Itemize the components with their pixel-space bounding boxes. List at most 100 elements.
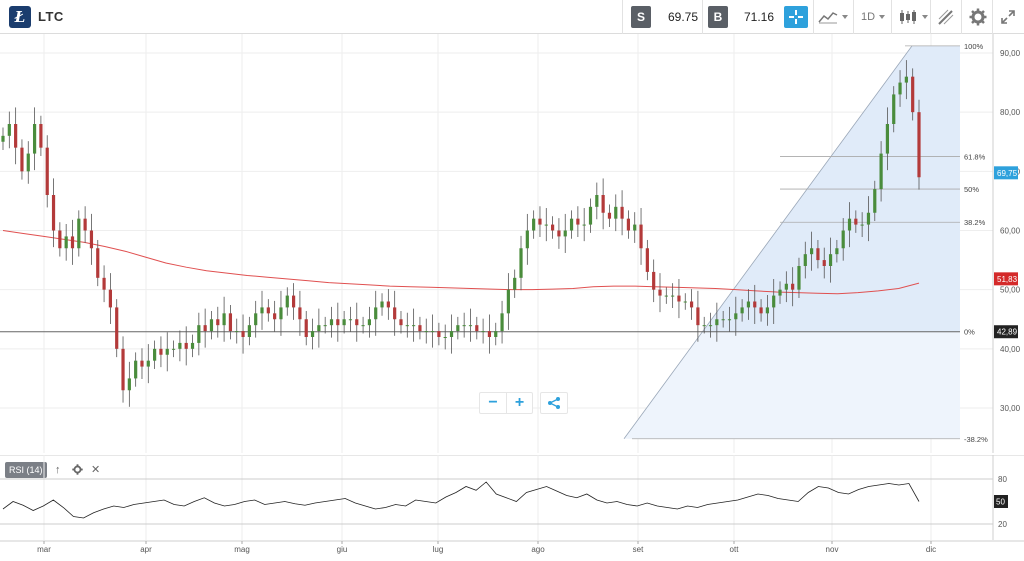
rsi-settings-button[interactable]: [72, 462, 83, 478]
candle-body: [645, 248, 649, 272]
candle-body: [45, 147, 49, 195]
candle-body: [424, 331, 428, 333]
zoom-out-button[interactable]: −: [488, 394, 498, 411]
candle-body: [323, 325, 327, 327]
sell-button[interactable]: S: [631, 6, 651, 28]
candle-body: [449, 331, 454, 337]
candle-body: [671, 295, 675, 297]
moving-average-line: [2, 230, 920, 295]
moving-average-tag-label: 51,83: [997, 275, 1018, 284]
buy-price[interactable]: 71.16: [743, 10, 774, 24]
drawing-tool-icon: [938, 9, 954, 25]
x-tick-label: dic: [926, 545, 936, 554]
candle-body: [102, 277, 106, 290]
candle-body: [241, 331, 245, 337]
candle-body: [26, 153, 30, 172]
toolbar-separator: [961, 0, 962, 34]
zoom-in-button[interactable]: +: [506, 393, 532, 413]
y-tick-label: 40,00: [1000, 345, 1021, 354]
candle-body: [816, 248, 820, 261]
candle-body: [355, 319, 359, 326]
candle-body: [418, 325, 422, 332]
candle-body: [216, 319, 220, 326]
litecoin-logo-icon: Ł: [9, 6, 31, 28]
candlestick-icon: [900, 10, 916, 24]
price-chart[interactable]: 100%61.8%50%38.2%0%-38.2% 90,0080,0070,0…: [0, 34, 1024, 454]
candle-style-button[interactable]: [898, 6, 928, 28]
x-tick-label: mar: [37, 545, 51, 554]
candle-body: [689, 301, 694, 308]
rsi-indicator-label[interactable]: RSI (14): [5, 462, 47, 478]
candle-body: [121, 348, 125, 391]
instrument-symbol[interactable]: LTC: [38, 9, 64, 24]
candle-body: [304, 319, 308, 337]
drawing-tool-button[interactable]: [937, 6, 955, 28]
candle-body: [828, 254, 833, 266]
y-tick-label: 50,00: [1000, 286, 1021, 295]
candle-body: [228, 313, 233, 332]
candle-body: [190, 342, 195, 349]
timeframe-select[interactable]: 1D: [861, 6, 886, 28]
candle-body: [519, 248, 523, 278]
x-tick-label: ott: [730, 545, 740, 554]
candle-body: [715, 319, 719, 326]
toolbar-separator: [813, 0, 814, 34]
candle-body: [203, 325, 207, 332]
fullscreen-button[interactable]: [1000, 6, 1016, 28]
rsi-close-button[interactable]: ✕: [91, 464, 101, 476]
crosshair-button[interactable]: [784, 6, 808, 28]
candle-body: [791, 283, 795, 290]
candle-body: [197, 325, 201, 343]
x-tick-label: nov: [826, 545, 839, 554]
candle-body: [898, 82, 902, 95]
candle-body: [696, 307, 700, 326]
candle-body: [734, 313, 738, 320]
toolbar-separator: [622, 0, 623, 34]
candle-body: [727, 319, 732, 321]
candle-body: [652, 271, 656, 290]
rsi-current-tag: [994, 495, 1008, 508]
candle-body: [532, 218, 536, 231]
candle-body: [765, 307, 769, 314]
candle-body: [64, 236, 68, 249]
toolbar-separator: [702, 0, 703, 34]
rsi-move-up-button[interactable]: ↑: [55, 464, 61, 476]
candle-body: [487, 331, 492, 337]
gear-icon: [969, 8, 987, 26]
candle-body: [380, 301, 384, 308]
candle-body: [209, 319, 214, 332]
candle-body: [58, 230, 62, 249]
candle-body: [721, 319, 725, 321]
candle-body: [626, 218, 631, 231]
rsi-line: [2, 481, 920, 519]
candle-body: [77, 218, 81, 249]
chart-type-button[interactable]: [818, 6, 848, 28]
candle-body: [165, 348, 169, 355]
candle-body: [576, 218, 580, 225]
sell-price[interactable]: 69.75: [667, 10, 698, 24]
candle-body: [557, 230, 561, 237]
fib-level-label: -38.2%: [964, 435, 988, 444]
candle-body: [822, 260, 826, 266]
candle-body: [7, 124, 11, 136]
y-tick-label: 60,00: [1000, 227, 1021, 236]
candle-body: [235, 331, 239, 333]
candle-body: [784, 283, 788, 290]
candle-body: [866, 212, 871, 225]
candle-body: [702, 325, 706, 327]
candle-body: [633, 224, 637, 231]
candle-body: [873, 189, 877, 213]
buy-button[interactable]: B: [708, 6, 728, 28]
candle-body: [854, 218, 858, 225]
toolbar-separator: [891, 0, 892, 34]
fib-trend-line: [623, 45, 913, 440]
share-button[interactable]: [541, 393, 567, 413]
rsi-current-label: 50: [996, 498, 1005, 507]
candle-body: [456, 325, 460, 332]
toolbar-separator: [930, 0, 931, 34]
candle-body: [797, 266, 801, 290]
rsi-chart[interactable]: 80 20 50 mar apr mag giu lug ago set ott nov dic: [0, 455, 1024, 561]
candle-body: [254, 313, 258, 326]
settings-button[interactable]: [969, 6, 987, 28]
candle-body: [89, 230, 94, 249]
